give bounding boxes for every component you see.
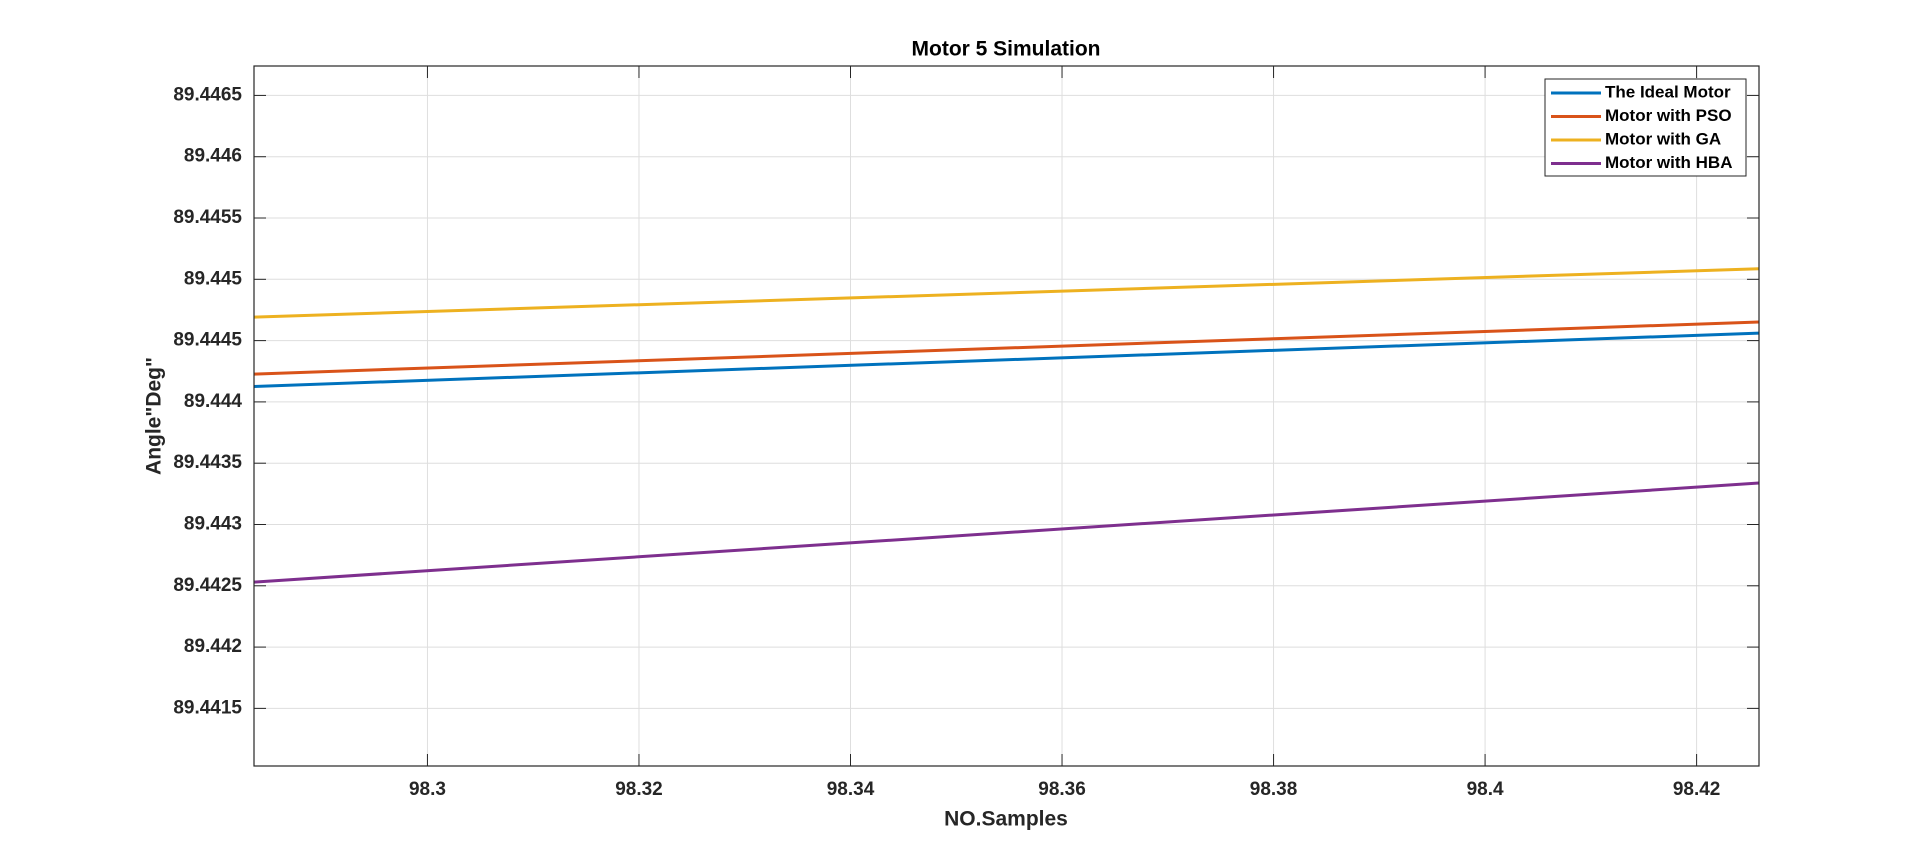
y-tick-label: 89.4435 [173, 452, 242, 473]
x-tick-label: 98.3 [409, 779, 446, 800]
y-tick-label: 89.4415 [173, 697, 242, 718]
x-axis-label: NO.Samples [944, 808, 1068, 831]
y-tick-label: 89.442 [184, 636, 242, 657]
chart-title: Motor 5 Simulation [912, 38, 1101, 61]
plot-area [254, 66, 1759, 766]
y-tick-label: 89.443 [184, 514, 242, 535]
legend-label: The Ideal Motor [1605, 82, 1731, 101]
y-tick-label: 89.446 [184, 146, 242, 167]
legend-label: Motor with GA [1605, 129, 1721, 148]
legend-label: Motor with HBA [1605, 153, 1732, 172]
x-tick-label: 98.42 [1673, 779, 1721, 800]
x-tick-label: 98.38 [1250, 779, 1298, 800]
x-tick-label: 98.32 [615, 779, 663, 800]
x-tick-label: 98.36 [1038, 779, 1086, 800]
x-tick-label: 98.4 [1467, 779, 1504, 800]
y-tick-label: 89.445 [184, 268, 243, 289]
y-tick-label: 89.4455 [173, 207, 242, 228]
legend-label: Motor with PSO [1605, 106, 1732, 125]
y-tick-label: 89.4465 [173, 84, 242, 105]
series-line [253, 320, 1760, 376]
y-tick-label: 89.4445 [173, 330, 242, 351]
y-tick-label: 89.4425 [173, 575, 242, 596]
series-line [253, 267, 1760, 319]
y-tick-label: 89.444 [184, 391, 243, 412]
x-tick-label: 98.34 [827, 779, 875, 800]
axes-box [253, 65, 1760, 767]
series-line [253, 331, 1760, 388]
series-line [253, 481, 1760, 584]
y-axis-label: Angle"Deg" [143, 357, 166, 475]
legend-box [1544, 78, 1747, 177]
